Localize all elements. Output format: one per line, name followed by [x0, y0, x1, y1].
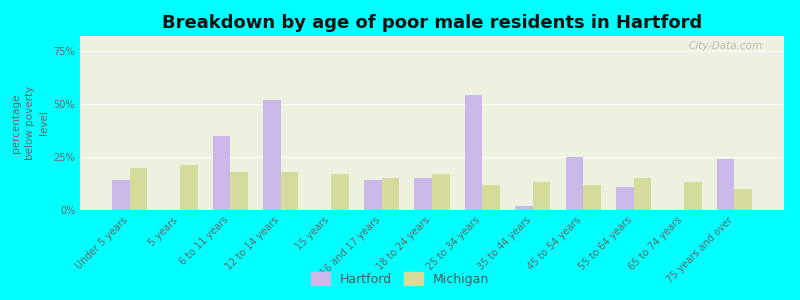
Bar [616, 187, 634, 210]
Bar [533, 182, 550, 210]
Bar [684, 182, 702, 210]
Bar [583, 184, 601, 210]
Bar [717, 159, 734, 210]
Bar [414, 178, 432, 210]
Text: City-Data.com: City-Data.com [689, 41, 763, 51]
Bar [180, 165, 198, 210]
Bar [432, 174, 450, 210]
Bar [130, 168, 147, 210]
Bar [566, 157, 583, 210]
Bar [382, 178, 399, 210]
Bar [515, 206, 533, 210]
Bar [213, 136, 230, 210]
Bar [331, 174, 349, 210]
Bar [281, 172, 298, 210]
Bar [112, 180, 130, 210]
Title: Breakdown by age of poor male residents in Hartford: Breakdown by age of poor male residents … [162, 14, 702, 32]
Bar [482, 184, 500, 210]
Bar [364, 180, 382, 210]
Bar [634, 178, 651, 210]
Bar [734, 189, 752, 210]
Y-axis label: percentage
below poverty
level: percentage below poverty level [11, 86, 50, 160]
Bar [230, 172, 248, 210]
Bar [263, 100, 281, 210]
Legend: Hartford, Michigan: Hartford, Michigan [306, 267, 494, 291]
Bar [465, 95, 482, 210]
